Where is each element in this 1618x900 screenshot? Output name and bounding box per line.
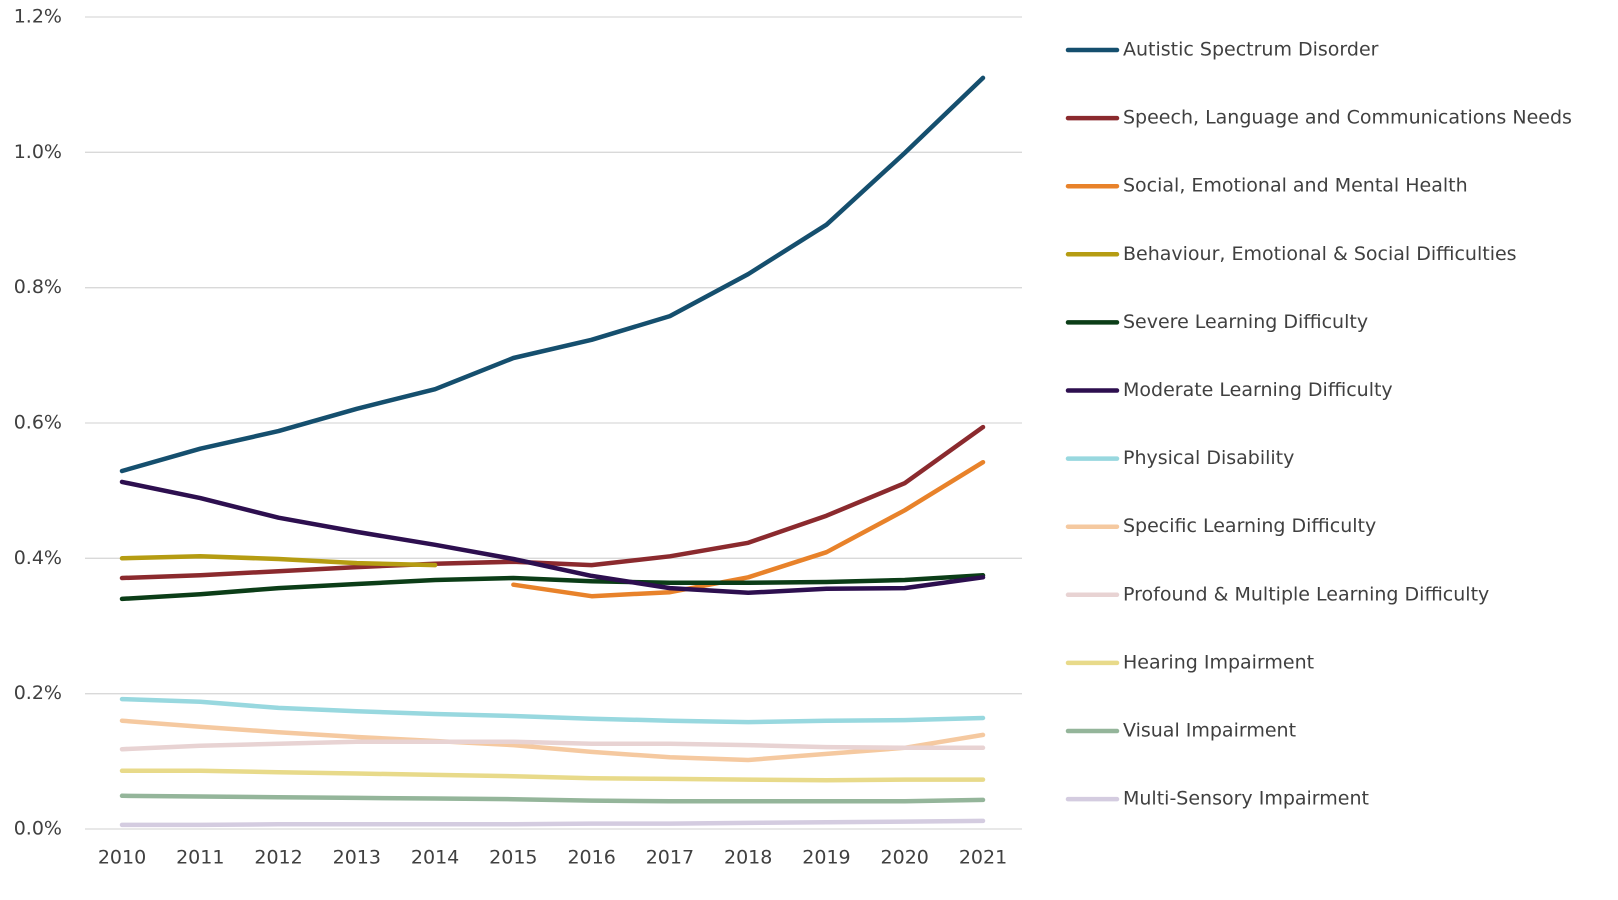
y-tick-label: 0.4% — [14, 547, 62, 569]
series-line — [119, 768, 986, 783]
legend-label: Behaviour, Emotional & Social Difficulti… — [1123, 243, 1517, 265]
legend-label: Autistic Spectrum Disorder — [1123, 39, 1379, 61]
x-tick-label: 2021 — [959, 847, 1007, 869]
x-tick-label: 2020 — [881, 847, 929, 869]
x-tick-label: 2019 — [802, 847, 850, 869]
legend-label: Severe Learning Difficulty — [1123, 311, 1368, 333]
y-tick-label: 0.6% — [14, 412, 62, 434]
x-tick-label: 2014 — [411, 847, 459, 869]
series-line — [119, 554, 438, 568]
legend-label: Specific Learning Difficulty — [1123, 515, 1376, 537]
y-tick-label: 1.2% — [14, 6, 62, 28]
x-tick-label: 2010 — [98, 847, 146, 869]
series-line — [511, 459, 986, 599]
series-line — [119, 739, 986, 752]
legend-label: Moderate Learning Difficulty — [1123, 379, 1393, 401]
legend-label: Hearing Impairment — [1123, 651, 1314, 673]
legend-label: Visual Impairment — [1123, 720, 1296, 742]
x-tick-label: 2011 — [176, 847, 224, 869]
series-line — [119, 573, 986, 602]
x-tick-label: 2012 — [254, 847, 302, 869]
y-tick-label: 0.2% — [14, 682, 62, 704]
series-line — [119, 718, 986, 763]
x-tick-label: 2018 — [724, 847, 772, 869]
legend-label: Speech, Language and Communications Need… — [1123, 107, 1572, 129]
x-tick-label: 2013 — [333, 847, 381, 869]
legend-label: Profound & Multiple Learning Difficulty — [1123, 583, 1489, 605]
x-tick-label: 2017 — [646, 847, 694, 869]
legend-label: Multi-Sensory Impairment — [1123, 788, 1369, 810]
series-line — [119, 479, 986, 596]
series-line — [119, 75, 986, 474]
legend-label: Social, Emotional and Mental Health — [1123, 175, 1468, 197]
legend-label: Physical Disability — [1123, 447, 1294, 469]
series-line — [119, 424, 986, 581]
y-tick-label: 1.0% — [14, 141, 62, 163]
series-line — [119, 793, 986, 804]
x-tick-label: 2016 — [567, 847, 615, 869]
x-tick-label: 2015 — [489, 847, 537, 869]
y-tick-label: 0.8% — [14, 276, 62, 298]
y-tick-label: 0.0% — [14, 818, 62, 840]
series-line — [119, 696, 986, 725]
series-line — [119, 818, 986, 828]
